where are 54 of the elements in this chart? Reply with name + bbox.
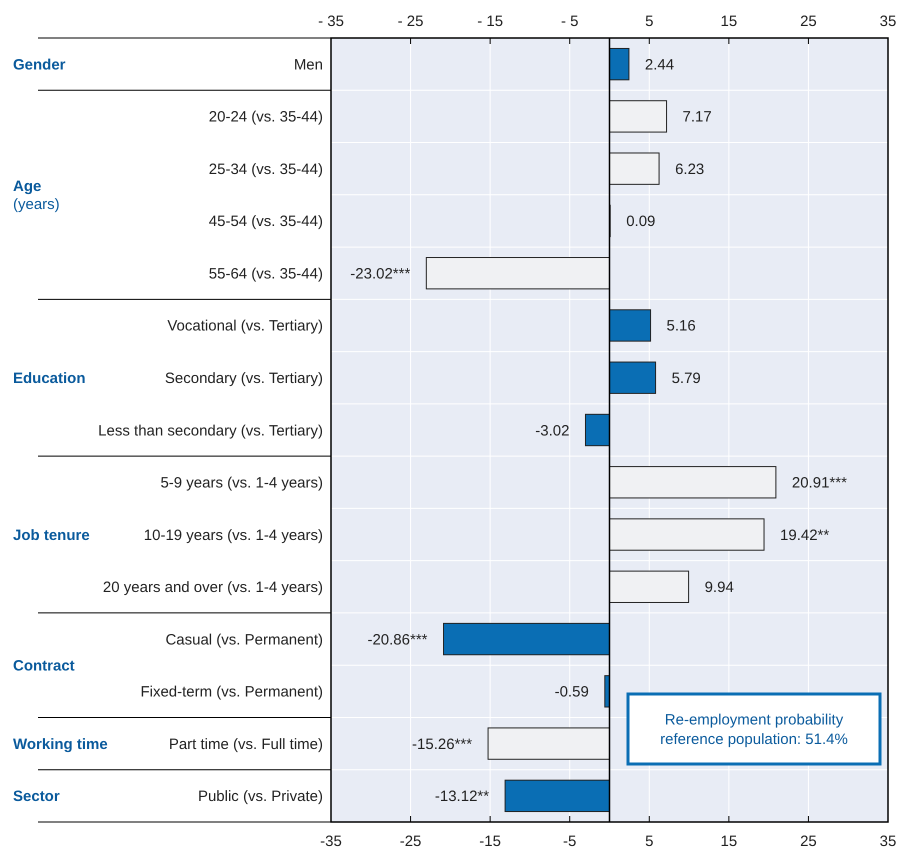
data-label: -3.02 bbox=[535, 422, 570, 440]
y-tick-label: Casual (vs. Permanent) bbox=[165, 631, 323, 648]
x2-tick-label: -15 bbox=[479, 833, 501, 850]
data-label: 5.79 bbox=[672, 370, 701, 387]
x2-tick-label: -25 bbox=[400, 833, 422, 850]
y-tick-label: Secondary (vs. Tertiary) bbox=[164, 370, 324, 387]
text: Job tenure bbox=[13, 526, 90, 544]
y-tick-label: 5-9 years (vs. 1-4 years) bbox=[160, 474, 324, 492]
x-tick-label: 35 bbox=[880, 13, 896, 30]
x2-tick-label: 35 bbox=[880, 833, 896, 850]
x2-tick-label: 25 bbox=[800, 833, 817, 850]
text: Working time bbox=[13, 736, 108, 753]
y-tick-label: Fixed-term (vs. Permanent) bbox=[140, 684, 323, 701]
x2-tick-label: -5 bbox=[563, 833, 576, 850]
x2-tick-label: -35 bbox=[320, 833, 342, 850]
data-label: 5.16 bbox=[666, 318, 696, 335]
data-label: 20.91*** bbox=[792, 474, 848, 492]
x2-tick-label: 15 bbox=[720, 833, 738, 850]
x-tick-label: 25 bbox=[800, 13, 817, 30]
x-tick-label: 5 bbox=[645, 13, 654, 30]
y-tick-label: 45-54 (vs. 35-44) bbox=[208, 213, 323, 230]
data-label: 7.17 bbox=[682, 108, 712, 126]
y-tick-label: 10-19 years (vs. 1-4 years) bbox=[144, 526, 323, 544]
y-tick-label: 20-24 (vs. 35-44) bbox=[208, 108, 323, 126]
y-tick-label: Part time (vs. Full time) bbox=[168, 736, 323, 753]
y-tick-label: 25-34 (vs. 35-44) bbox=[208, 160, 323, 178]
x-tick-label: - 15 bbox=[477, 13, 504, 30]
data-label: 2.44 bbox=[644, 56, 674, 74]
text: Age (years) bbox=[13, 178, 60, 214]
y-tick-label: 55-64 (vs. 35-44) bbox=[208, 265, 323, 282]
data-label: -15.26*** bbox=[412, 736, 472, 753]
x-tick-label: 15 bbox=[720, 13, 738, 30]
data-label: -23.02*** bbox=[350, 265, 410, 282]
y-tick-label: Men bbox=[294, 56, 323, 74]
data-label: 19.42** bbox=[780, 526, 830, 544]
x-tick-label: - 5 bbox=[560, 13, 578, 30]
text: Gender bbox=[13, 56, 66, 74]
data-label: -20.86*** bbox=[367, 631, 428, 648]
x-tick-label: - 25 bbox=[398, 13, 424, 30]
text: Sector bbox=[13, 788, 60, 806]
data-label: 9.94 bbox=[704, 579, 734, 596]
annotation: Re-employment probability reference population: 51.4% bbox=[660, 711, 848, 748]
y-tick-label: Public (vs. Private) bbox=[198, 788, 323, 806]
y-tick-label: Less than secondary (vs. Tertiary) bbox=[98, 422, 323, 440]
data-label: -13.12** bbox=[434, 788, 490, 806]
data-label: 0.09 bbox=[626, 213, 656, 230]
x2-tick-label: 5 bbox=[645, 833, 654, 850]
text: Education bbox=[13, 370, 86, 387]
data-label: -0.59 bbox=[554, 684, 589, 701]
y-tick-label: 20 years and over (vs. 1-4 years) bbox=[102, 579, 324, 596]
text: Contract bbox=[13, 657, 75, 674]
data-label: 6.23 bbox=[675, 160, 704, 178]
y-tick-label: Vocational (vs. Tertiary) bbox=[167, 318, 323, 335]
x-tick-label: - 35 bbox=[318, 13, 344, 30]
